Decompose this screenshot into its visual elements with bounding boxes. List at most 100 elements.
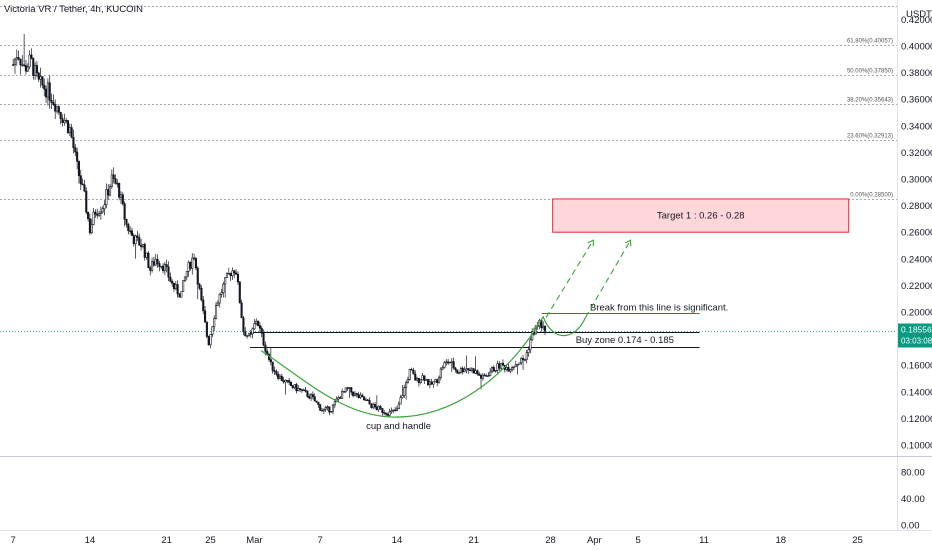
candle-body <box>12 64 15 66</box>
time-tick-label: 11 <box>699 535 709 546</box>
candle-body <box>523 359 526 361</box>
candle-body <box>257 320 260 326</box>
candle-body <box>516 364 519 366</box>
candle-body <box>235 272 238 275</box>
candle-body <box>333 401 336 406</box>
candle-body <box>238 281 241 304</box>
candle-body <box>244 331 247 337</box>
candle-body <box>425 379 428 381</box>
time-tick-label: 14 <box>392 535 403 546</box>
candle-body <box>222 283 225 293</box>
candle-body <box>213 318 216 328</box>
candle-body <box>202 299 205 312</box>
candle-body <box>525 352 528 360</box>
candle-body <box>364 399 367 401</box>
candle-body <box>507 366 510 372</box>
candle-body <box>165 264 168 268</box>
candle-body <box>132 235 135 245</box>
candles <box>12 33 547 418</box>
candle-body <box>183 276 187 281</box>
candle-body <box>227 273 230 275</box>
candle-body <box>412 369 415 375</box>
candle-body <box>352 391 355 396</box>
candle-body <box>461 367 464 373</box>
candle-body <box>74 147 77 153</box>
candle-body <box>472 368 475 374</box>
candle-body <box>26 66 29 72</box>
candle-body <box>81 183 84 186</box>
candle-body <box>52 102 55 105</box>
candle-body <box>308 396 311 399</box>
candle-body <box>410 369 413 371</box>
candle-body <box>48 82 51 101</box>
candle-body <box>242 317 245 333</box>
candle-body <box>459 367 462 373</box>
candle-body <box>79 175 82 185</box>
candle-body <box>161 265 165 271</box>
candle-body <box>437 377 441 383</box>
candle-body <box>439 368 442 378</box>
candle-body <box>543 325 547 332</box>
candle-body <box>322 408 325 412</box>
candle-body <box>331 404 335 412</box>
target-zone[interactable] <box>552 198 850 233</box>
candle-body <box>21 64 24 66</box>
oscillator-tick-label: 40.00 <box>901 494 925 505</box>
candle-body <box>72 137 75 149</box>
candle-body <box>107 189 110 196</box>
candle-body <box>353 393 356 396</box>
candle-body <box>494 370 497 372</box>
candle-body <box>249 333 252 335</box>
candle-body <box>96 213 99 216</box>
buy-zone-label: Buy zone 0.174 - 0.185 <box>576 335 674 346</box>
candle-body <box>297 388 300 392</box>
candle-body <box>467 368 470 371</box>
candle-body <box>114 178 117 184</box>
candle-body <box>156 258 159 264</box>
candle-body <box>454 367 457 371</box>
candle-body <box>182 280 185 292</box>
target-label: Target 1 : 0.26 - 0.28 <box>657 211 745 222</box>
candle-body <box>149 267 152 271</box>
candle-body <box>196 267 199 285</box>
candle-body <box>231 270 234 277</box>
candle-body <box>83 184 86 192</box>
price-tick-label: 0.24000 <box>901 254 932 265</box>
candle-body <box>416 378 419 381</box>
candle-body <box>35 65 38 74</box>
cup-and-handle-curve[interactable] <box>260 317 544 418</box>
candle-body <box>319 404 322 411</box>
candle-body <box>421 375 424 381</box>
candle-body <box>152 261 155 266</box>
candle-body <box>445 361 448 364</box>
candle-body <box>328 406 331 413</box>
candle-body <box>15 57 18 60</box>
time-tick-label: 25 <box>205 535 216 546</box>
candle-body <box>37 72 40 80</box>
candle-body <box>381 408 384 413</box>
candle-body <box>330 411 333 413</box>
candle-body <box>509 369 512 372</box>
candle-body <box>70 127 73 138</box>
candle-body <box>253 323 256 330</box>
candle-body <box>458 372 461 374</box>
candle-body <box>302 389 305 392</box>
candle-body <box>209 333 212 346</box>
candle-body <box>236 273 240 283</box>
candle-body <box>214 305 218 319</box>
candle-body <box>315 400 318 403</box>
candle-body <box>240 302 243 319</box>
price-badge: 0.18556 03:03:08 <box>898 323 932 348</box>
price-axis[interactable]: 0.42000 0.40000 0.38000 0.36000 0.34000 0.320… <box>901 15 932 452</box>
candle-body <box>200 287 203 301</box>
candle-body <box>479 375 483 379</box>
candle-body <box>498 363 501 369</box>
candle-body <box>414 373 417 381</box>
time-axis[interactable]: 7 14 21 25 Mar 7 14 21 28 Apr 5 11 18 25 <box>11 535 863 546</box>
candle-body <box>273 370 276 373</box>
candle-body <box>66 120 70 133</box>
candle-body <box>65 120 68 122</box>
candle-body <box>99 211 102 214</box>
candle-body <box>193 257 196 260</box>
